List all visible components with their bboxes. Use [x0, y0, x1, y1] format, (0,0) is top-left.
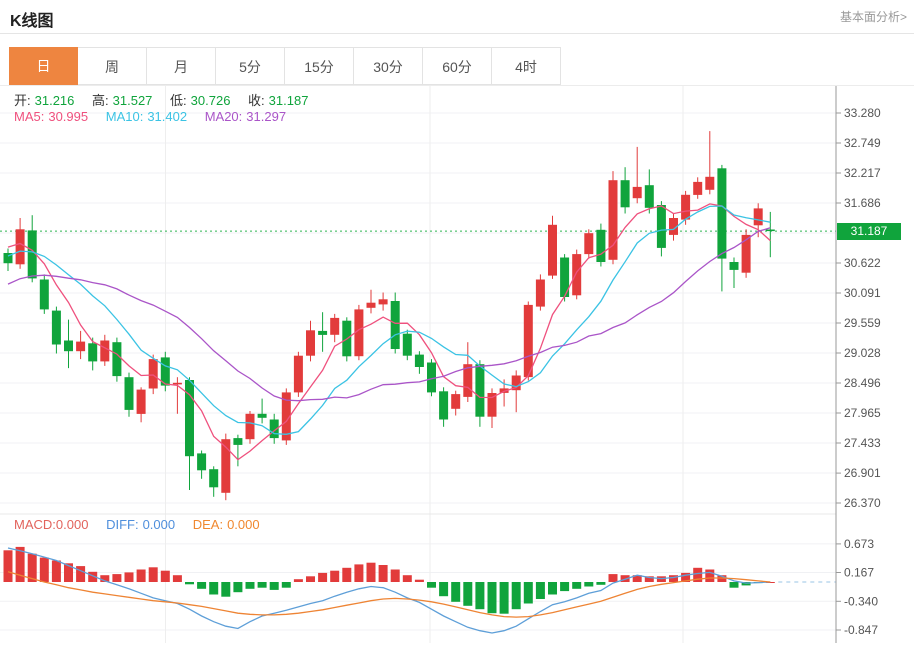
close-label: 收:: [248, 93, 265, 108]
macd-axis-tick: -0.340: [844, 594, 878, 608]
low-value: 30.726: [190, 93, 231, 108]
main-axis-tick: 32.749: [844, 136, 881, 150]
main-axis-tick: 30.622: [844, 256, 881, 270]
ma10-label: MA10:: [105, 109, 144, 124]
fundamental-analysis-link[interactable]: 基本面分析>: [839, 10, 907, 24]
diff-label: DIFF:: [106, 517, 139, 532]
main-axis-tick: 33.280: [844, 106, 881, 120]
ohlc-info: 开: 31.216 高: 31.527 低: 30.726 收: 31.187: [14, 90, 312, 109]
main-axis-tick: 28.496: [844, 376, 881, 390]
candles-layer: [3, 131, 775, 501]
tab-day[interactable]: 日: [9, 47, 78, 85]
tab-60min[interactable]: 60分: [423, 47, 492, 85]
main-axis-tick: 26.370: [844, 496, 881, 510]
tabs-underline: [0, 85, 914, 86]
high-label: 高:: [92, 93, 109, 108]
main-axis-tick: 31.686: [844, 196, 881, 210]
main-axis-tick: 29.559: [844, 316, 881, 330]
tab-week[interactable]: 周: [78, 47, 147, 85]
macd-axis-tick: 0.673: [844, 537, 874, 551]
tab-15min[interactable]: 15分: [285, 47, 354, 85]
current-price-label: 31.187: [837, 223, 901, 240]
macd-axis-tick: -0.847: [844, 623, 878, 637]
macd-value: 0.000: [55, 517, 89, 532]
grid-layer: [0, 86, 836, 643]
diff-value: 0.000: [142, 517, 176, 532]
low-label: 低:: [170, 93, 187, 108]
macd-label: MACD:: [14, 517, 56, 532]
kline-chart-area[interactable]: 33.280 32.749 32.217 31.686 30.622 30.091 29.5…: [0, 86, 914, 643]
close-value: 31.187: [268, 93, 309, 108]
ma20-value: 31.297: [246, 109, 287, 124]
y-axis: 33.280 32.749 32.217 31.686 30.622 30.091 29.5…: [835, 86, 881, 643]
open-value: 31.216: [34, 93, 75, 108]
period-tabs: 日周月 5分 15分 30分 60分 4时: [9, 47, 561, 85]
main-axis-tick: 26.901: [844, 466, 881, 480]
dea-label: DEA:: [192, 517, 224, 532]
ma10-value: 31.402: [147, 109, 188, 124]
ma20-label: MA20:: [204, 109, 243, 124]
macd-layer: [3, 546, 836, 634]
ma5-value: 30.995: [48, 109, 89, 124]
page-header: K线图 基本面分析>: [0, 0, 914, 34]
tab-30min[interactable]: 30分: [354, 47, 423, 85]
main-axis-tick: 30.091: [844, 286, 881, 300]
dea-value: 0.000: [227, 517, 260, 532]
high-value: 31.527: [112, 93, 153, 108]
tab-4hour[interactable]: 4时: [492, 47, 561, 85]
page-title: K线图: [10, 13, 54, 30]
main-axis-tick: 29.028: [844, 346, 881, 360]
kline-chart-svg[interactable]: 33.280 32.749 32.217 31.686 30.622 30.091 29.5…: [0, 86, 914, 643]
main-axis-tick: 32.217: [844, 166, 881, 180]
ma-lines-layer: [7, 203, 771, 461]
open-label: 开:: [14, 93, 31, 108]
tab-month[interactable]: 月: [147, 47, 216, 85]
main-axis-tick: 27.965: [844, 406, 881, 420]
main-axis-tick: 27.433: [844, 436, 881, 450]
macd-info: MACD:0.000 DIFF: 0.000 DEA: 0.000: [14, 517, 264, 532]
ma-info: MA5: 30.995 MA10: 31.402 MA20: 31.297: [14, 109, 290, 124]
macd-axis-tick: 0.167: [844, 566, 874, 580]
tab-5min[interactable]: 5分: [216, 47, 285, 85]
ma5-label: MA5:: [14, 109, 45, 124]
